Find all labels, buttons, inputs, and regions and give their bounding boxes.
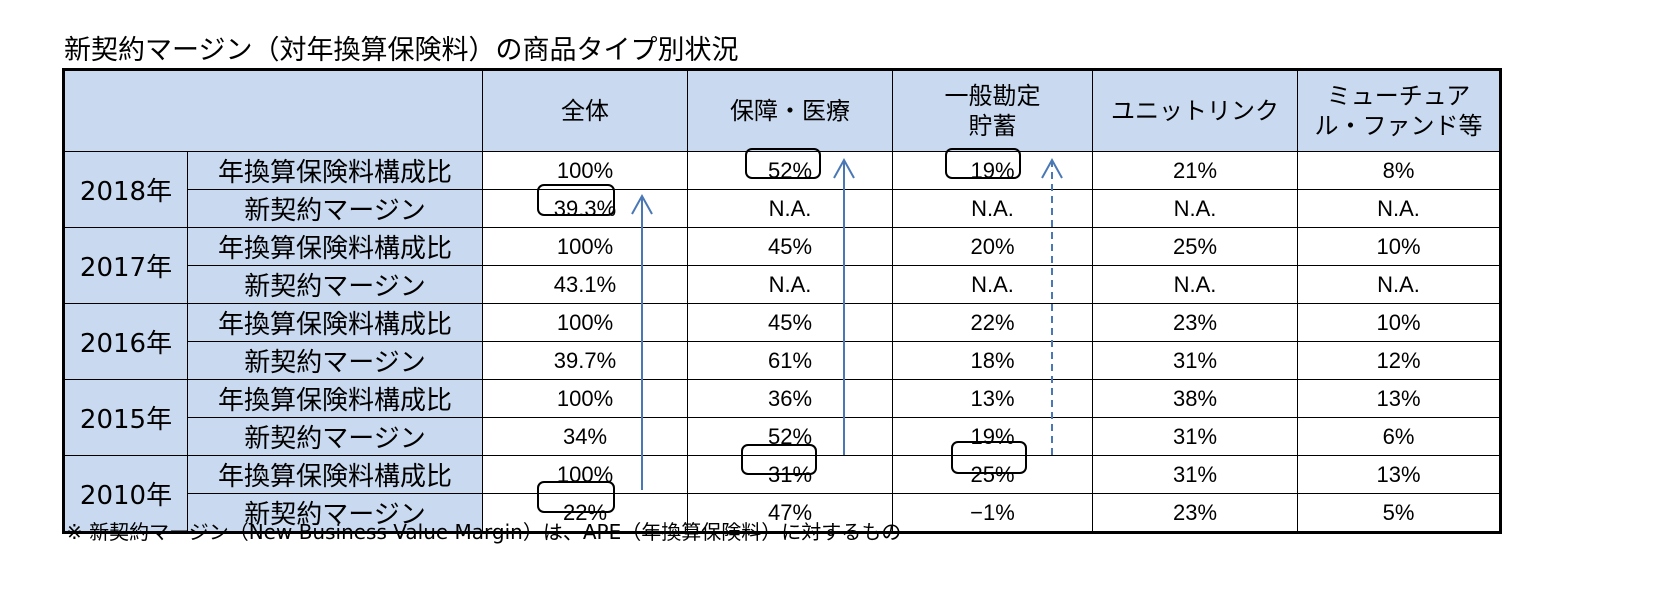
row-label-nbv-margin: 新契約マージン xyxy=(187,341,483,380)
cell-nbv-margin: 39.7% xyxy=(482,341,688,380)
table-row-ratio: 2018年 年換算保険料構成比 100% 52% 19% 21% 8% xyxy=(63,151,1501,228)
year-label: 2018年 xyxy=(63,151,188,228)
table-row-ratio: 2015年 年換算保険料構成比 100% 36% 13% 38% 13% xyxy=(63,379,1501,456)
cell-premium-ratio: 13% xyxy=(1297,455,1501,494)
cell-nbv-margin: N.A. xyxy=(687,189,893,228)
year-label: 2010年 xyxy=(63,455,188,533)
cell-nbv-margin: 6% xyxy=(1297,417,1501,456)
cell-premium-ratio: 20% xyxy=(892,227,1093,266)
table-row-ratio: 2017年 年換算保険料構成比 100% 45% 20% 25% 10% xyxy=(63,227,1501,304)
cell-premium-ratio: 23% xyxy=(1092,303,1298,342)
cell-premium-ratio: 100% xyxy=(482,227,688,266)
table-title: 新契約マージン（対年換算保険料）の商品タイプ別状況 xyxy=(64,35,739,66)
table-row-margin: 新契約マージン 43.1% N.A. N.A. N.A. N.A. xyxy=(64,265,1501,304)
header-protection: 保障・医療 xyxy=(687,69,893,152)
table-row-ratio: 2010年 年換算保険料構成比 100% 31% 25% 31% 13% xyxy=(63,455,1501,533)
cell-premium-ratio: 21% xyxy=(1092,151,1298,190)
cell-premium-ratio: 13% xyxy=(892,379,1093,418)
row-label-premium-ratio: 年換算保険料構成比 xyxy=(187,379,483,418)
row-label-premium-ratio: 年換算保険料構成比 xyxy=(187,455,483,494)
header-row: 全体 保障・医療 一般勘定 貯蓄 ユニットリンク ミューチュア ル・ファンド等 xyxy=(63,69,1501,152)
table-row-margin: 新契約マージン 39.7% 61% 18% 31% 12% xyxy=(64,341,1501,380)
cell-nbv-margin: N.A. xyxy=(1092,189,1298,228)
year-label: 2017年 xyxy=(63,227,188,304)
row-label-nbv-margin: 新契約マージン xyxy=(187,265,483,304)
table-row-margin: 新契約マージン 34% 52% 19% 31% 6% xyxy=(64,417,1501,456)
row-label-nbv-margin: 新契約マージン xyxy=(187,189,483,228)
cell-premium-ratio: 31% xyxy=(687,455,893,494)
cell-nbv-margin: 34% xyxy=(482,417,688,456)
cell-premium-ratio: 36% xyxy=(687,379,893,418)
header-total: 全体 xyxy=(482,69,688,152)
row-label-premium-ratio: 年換算保険料構成比 xyxy=(187,151,483,190)
cell-nbv-margin: 52% xyxy=(687,417,893,456)
cell-nbv-margin: 31% xyxy=(1092,417,1298,456)
cell-nbv-margin: 18% xyxy=(892,341,1093,380)
cell-nbv-margin: 23% xyxy=(1092,493,1298,533)
cell-premium-ratio: 45% xyxy=(687,303,893,342)
cell-nbv-margin: 47% xyxy=(687,493,893,533)
cell-nbv-margin: 5% xyxy=(1297,493,1501,533)
table-row-ratio: 2016年 年換算保険料構成比 100% 45% 22% 23% 10% xyxy=(63,303,1501,380)
cell-premium-ratio: 25% xyxy=(1092,227,1298,266)
cell-nbv-margin: 31% xyxy=(1092,341,1298,380)
cell-premium-ratio: 100% xyxy=(482,455,688,494)
table-row-margin: 新契約マージン 39.3% N.A. N.A. N.A. N.A. xyxy=(64,189,1501,228)
cell-nbv-margin: 61% xyxy=(687,341,893,380)
cell-premium-ratio: 52% xyxy=(687,151,893,190)
cell-nbv-margin: N.A. xyxy=(1092,265,1298,304)
cell-premium-ratio: 38% xyxy=(1092,379,1298,418)
cell-premium-ratio: 100% xyxy=(482,379,688,418)
cell-premium-ratio: 22% xyxy=(892,303,1093,342)
cell-premium-ratio: 13% xyxy=(1297,379,1501,418)
year-label: 2016年 xyxy=(63,303,188,380)
cell-premium-ratio: 10% xyxy=(1297,303,1501,342)
cell-nbv-margin: 43.1% xyxy=(482,265,688,304)
cell-premium-ratio: 100% xyxy=(482,151,688,190)
cell-premium-ratio: 31% xyxy=(1092,455,1298,494)
cell-premium-ratio: 10% xyxy=(1297,227,1501,266)
row-label-nbv-margin: 新契約マージン xyxy=(187,417,483,456)
header-mutual-fund: ミューチュア ル・ファンド等 xyxy=(1297,69,1501,152)
cell-premium-ratio: 8% xyxy=(1297,151,1501,190)
cell-nbv-margin: N.A. xyxy=(1297,189,1501,228)
header-corner xyxy=(63,69,483,152)
cell-nbv-margin: −1% xyxy=(892,493,1093,533)
cell-nbv-margin: 39.3% xyxy=(482,189,688,228)
cell-nbv-margin: 12% xyxy=(1297,341,1501,380)
year-label: 2015年 xyxy=(63,379,188,456)
cell-premium-ratio: 25% xyxy=(892,455,1093,494)
data-table-container: 全体 保障・医療 一般勘定 貯蓄 ユニットリンク ミューチュア ル・ファンド等 … xyxy=(62,68,1502,534)
cell-premium-ratio: 45% xyxy=(687,227,893,266)
cell-nbv-margin: N.A. xyxy=(892,189,1093,228)
row-label-premium-ratio: 年換算保険料構成比 xyxy=(187,303,483,342)
header-unit-link: ユニットリンク xyxy=(1092,69,1298,152)
cell-premium-ratio: 100% xyxy=(482,303,688,342)
table-row-margin: 新契約マージン 22% 47% −1% 23% 5% xyxy=(64,493,1501,533)
row-label-nbv-margin: 新契約マージン xyxy=(187,493,483,533)
margin-table: 全体 保障・医療 一般勘定 貯蓄 ユニットリンク ミューチュア ル・ファンド等 … xyxy=(62,68,1502,534)
cell-nbv-margin: 19% xyxy=(892,417,1093,456)
row-label-premium-ratio: 年換算保険料構成比 xyxy=(187,227,483,266)
header-general-account: 一般勘定 貯蓄 xyxy=(892,69,1093,152)
cell-nbv-margin: N.A. xyxy=(1297,265,1501,304)
cell-nbv-margin: N.A. xyxy=(892,265,1093,304)
cell-premium-ratio: 19% xyxy=(892,151,1093,190)
footnote: ※ 新契約マージン（New Business Value Margin）は、AP… xyxy=(66,520,902,544)
cell-nbv-margin: N.A. xyxy=(687,265,893,304)
